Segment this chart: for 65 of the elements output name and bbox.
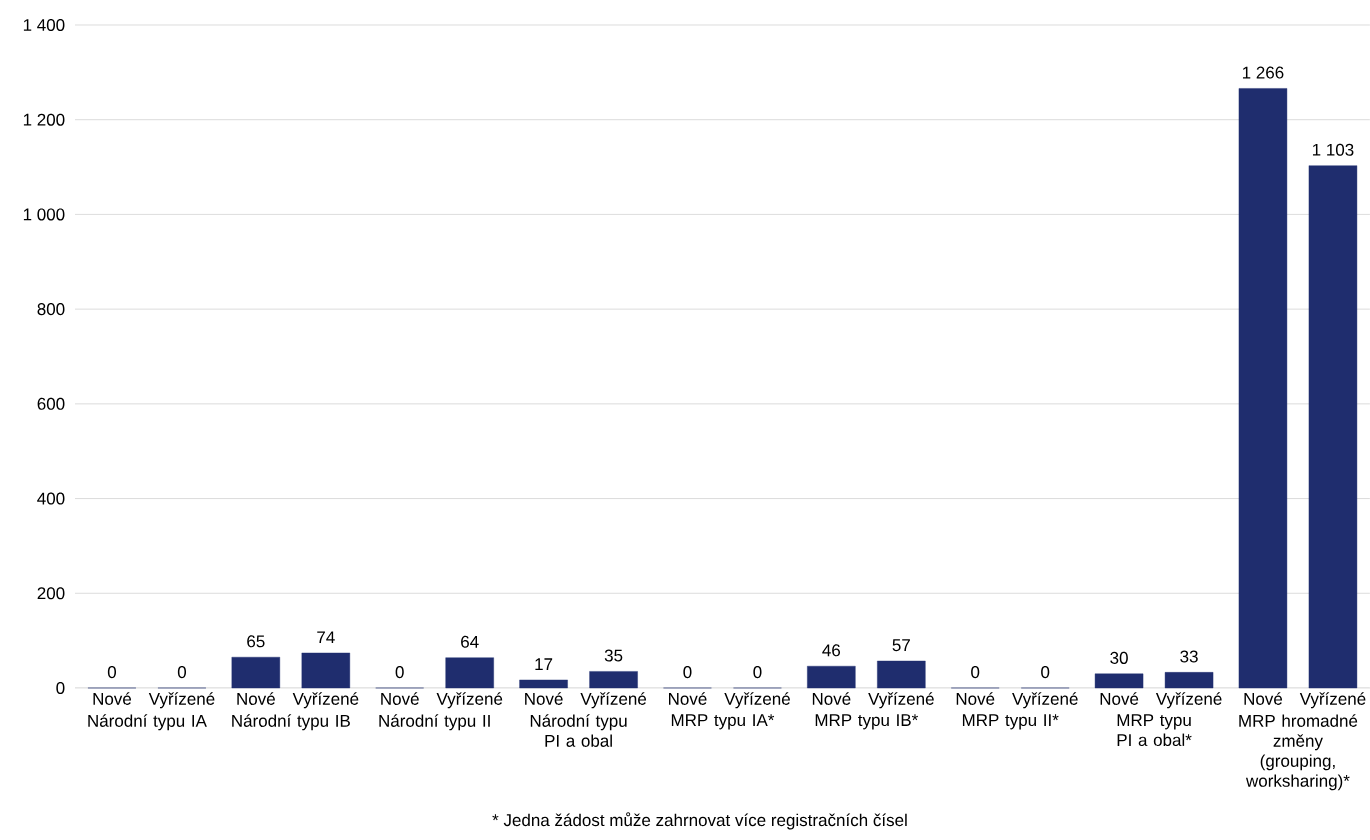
text: Nové — [1244, 692, 1283, 705]
data-label: 57 — [892, 639, 910, 652]
x-tick-label: Národní typu IB — [232, 714, 350, 731]
x-tick-label: MRP typu IA* — [671, 714, 775, 730]
y-tick-label: 200 — [37, 587, 65, 600]
data-label: 30 — [1110, 651, 1128, 664]
bar — [589, 671, 638, 689]
y-tick-label: 1 200 — [23, 113, 65, 126]
text: Vyřízené — [292, 692, 359, 709]
y-tick-label: 1 000 — [23, 208, 65, 221]
data-label: 33 — [1180, 650, 1198, 663]
y-tick-label: 600 — [37, 397, 65, 410]
text: Nové — [525, 692, 563, 705]
bar — [1238, 88, 1288, 689]
text: Nové — [237, 692, 275, 705]
bar — [807, 666, 856, 689]
data-label: 0 — [683, 666, 692, 679]
text: Vyřízené — [436, 692, 503, 709]
data-label: 0 — [107, 666, 117, 679]
data-label: 0 — [971, 666, 980, 679]
y-tick-label: 800 — [37, 303, 65, 316]
x-tick-label: MRP hromadné změny (grouping, worksharing)* — [1239, 714, 1358, 791]
data-label: 0 — [177, 666, 187, 679]
bar — [445, 657, 494, 689]
series-label: Nové — [93, 692, 132, 705]
data-label: 1 266 — [1242, 66, 1284, 79]
y-tick-label: 0 — [56, 681, 65, 695]
data-label: 74 — [317, 631, 335, 644]
data-label: 0 — [1041, 666, 1050, 679]
data-label: 0 — [753, 666, 762, 679]
y-tick-label: 1 400 — [23, 18, 65, 32]
bar — [877, 660, 926, 689]
y-tick-label: 400 — [37, 492, 65, 505]
x-tick-label: MRP typu IB* — [815, 714, 918, 730]
x-tick-label: Národní typu IA — [88, 714, 207, 731]
text: Nové — [669, 692, 707, 705]
bar — [1308, 165, 1358, 689]
text: Nové — [381, 692, 419, 705]
text: Vyřízené — [868, 692, 934, 709]
text: Vyřízené — [148, 692, 215, 709]
data-label: 0 — [395, 666, 404, 679]
data-label: 1 103 — [1312, 143, 1354, 156]
bar — [519, 679, 568, 689]
text: Vyřízené — [1299, 692, 1366, 709]
bar — [1094, 673, 1144, 689]
text: Vyřízené — [580, 692, 647, 709]
text: Vyřízené — [1155, 692, 1222, 709]
bar — [1164, 672, 1214, 689]
x-tick-label: MRP typu PI a obal* — [1117, 714, 1192, 747]
data-label: 17 — [535, 658, 553, 671]
text: Nové — [812, 692, 851, 705]
series-label: Vyřízené — [724, 692, 790, 709]
text: Vyřízené — [1012, 692, 1078, 709]
text: Nové — [1100, 692, 1139, 705]
data-label: 65 — [247, 635, 265, 648]
text: * Jedna žádost může zahrnovat více registračních čísel — [492, 812, 907, 830]
bar — [231, 657, 281, 689]
x-tick-label: Národní typu II — [379, 714, 490, 731]
text: Nové — [956, 692, 995, 705]
data-label: 46 — [822, 644, 841, 657]
data-label: 35 — [604, 649, 623, 662]
x-tick-label: Národní typu PI a obal — [530, 714, 627, 747]
bar — [301, 652, 351, 689]
data-label: 64 — [461, 635, 479, 648]
x-tick-label: MRP typu II* — [962, 714, 1059, 730]
